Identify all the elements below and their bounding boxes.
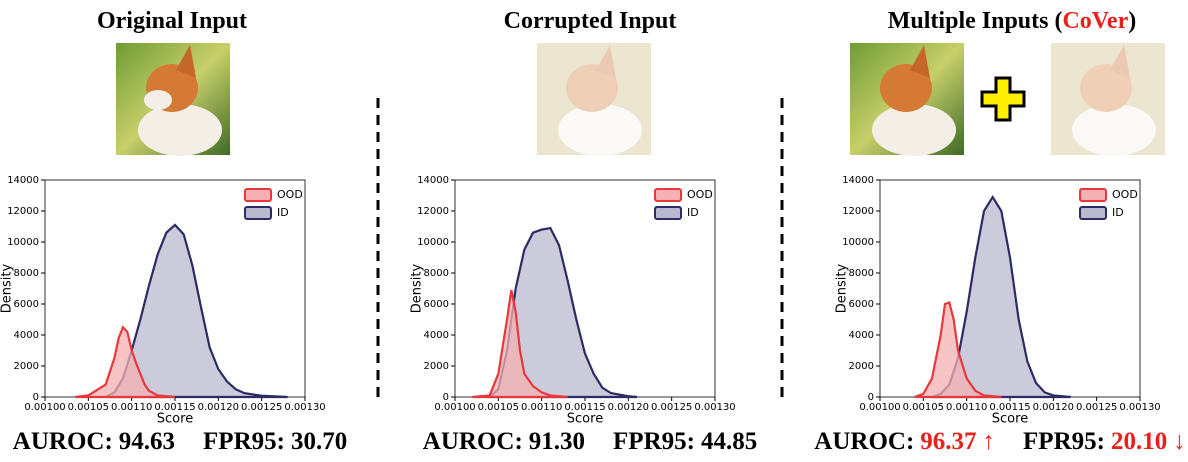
x-tick-label: 0.00100 (434, 402, 475, 413)
y-tick-label: 4000 (14, 330, 39, 341)
corrupted-image-small (1051, 43, 1165, 156)
density-area (486, 226, 638, 399)
x-tick-label: 0.00115 (989, 402, 1030, 413)
y-tick-label: 0 (443, 392, 449, 403)
metrics: AUROC: 91.30 FPR95: 44.85 (423, 428, 757, 455)
x-tick-label: 0.00130 (1119, 402, 1160, 413)
plus-icon (980, 76, 1026, 122)
x-tick-label: 0.00100 (859, 402, 900, 413)
metric-label: FPR95: (1023, 428, 1105, 455)
y-axis-label: Density (835, 263, 850, 313)
chart-title: Multiple Inputs (CoVer) (888, 8, 1136, 34)
metric-label: FPR95: (203, 428, 285, 455)
legend-swatch (654, 206, 682, 220)
y-tick-label: 4000 (424, 330, 449, 341)
y-tick-label: 14000 (7, 175, 39, 186)
x-tick-label: 0.00125 (651, 402, 692, 413)
metric-value: 96.37 (920, 428, 976, 455)
chart-title: Corrupted Input (504, 8, 677, 34)
y-tick-label: 14000 (842, 175, 874, 186)
y-tick-label: 4000 (849, 330, 874, 341)
title-text: Corrupted Input (504, 8, 677, 34)
y-tick-label: 8000 (424, 268, 449, 279)
title-text: Original Input (97, 8, 247, 34)
corrupted-image (537, 43, 651, 156)
y-tick-label: 6000 (424, 299, 449, 310)
metric-label: AUROC: (814, 428, 914, 455)
x-tick-label: 0.00105 (903, 402, 944, 413)
x-tick-label: 0.00105 (68, 402, 109, 413)
y-tick-label: 0 (868, 392, 874, 403)
y-tick-label: 2000 (849, 361, 874, 372)
x-axis-label: Score (992, 412, 1028, 427)
original-image (116, 43, 230, 156)
x-tick-label: 0.00110 (521, 402, 562, 413)
y-tick-label: 10000 (7, 237, 39, 248)
title-text: Multiple Inputs ( (888, 8, 1063, 34)
metric-arrow: ↓ (1173, 428, 1186, 455)
metric-label: AUROC: (13, 428, 113, 455)
y-tick-label: 14000 (417, 175, 449, 186)
x-tick-label: 0.00120 (608, 402, 649, 413)
x-tick-label: 0.00110 (111, 402, 152, 413)
x-tick-label: 0.00120 (198, 402, 239, 413)
x-axis-label: Score (157, 412, 193, 427)
metric-value: 30.70 (291, 428, 347, 455)
density-area (75, 325, 176, 399)
legend-label: OOD (277, 188, 303, 201)
metric-arrow: ↑ (983, 428, 996, 455)
x-tick-label: 0.00130 (284, 402, 325, 413)
y-tick-label: 8000 (849, 268, 874, 279)
x-tick-label: 0.00115 (154, 402, 195, 413)
chart-title: Original Input (97, 8, 247, 34)
y-tick-label: 10000 (842, 237, 874, 248)
y-tick-label: 12000 (842, 206, 874, 217)
metric-value: 44.85 (701, 428, 757, 455)
original-image-small (850, 43, 964, 156)
x-tick-label: 0.00120 (1033, 402, 1074, 413)
legend-label: ID (687, 206, 699, 219)
y-axis-label: Density (410, 263, 425, 313)
density-area (914, 301, 1002, 399)
x-tick-label: 0.00115 (564, 402, 605, 413)
metric-value: 20.10 (1111, 428, 1167, 455)
legend-swatch (1079, 206, 1107, 220)
title-end: ) (1128, 8, 1136, 34)
y-tick-label: 8000 (14, 268, 39, 279)
legend-swatch (244, 188, 272, 202)
legend-swatch (244, 206, 272, 220)
density-area (105, 223, 288, 399)
x-tick-label: 0.00125 (241, 402, 282, 413)
metrics: AUROC: 96.37 ↑ FPR95: 20.10 ↓ (814, 428, 1185, 455)
metric-value: 94.63 (119, 428, 175, 455)
y-tick-label: 12000 (417, 206, 449, 217)
metrics: AUROC: 94.63 FPR95: 30.70 (13, 428, 347, 455)
legend-label: OOD (687, 188, 713, 201)
x-tick-label: 0.00130 (694, 402, 735, 413)
legend-swatch (1079, 188, 1107, 202)
x-tick-label: 0.00100 (24, 402, 65, 413)
y-tick-label: 6000 (14, 299, 39, 310)
y-tick-label: 12000 (7, 206, 39, 217)
legend-label: OOD (1112, 188, 1138, 201)
x-axis-label: Score (567, 412, 603, 427)
y-tick-label: 10000 (417, 237, 449, 248)
metric-value: 91.30 (529, 428, 585, 455)
y-tick-label: 6000 (849, 299, 874, 310)
legend-label: ID (1112, 206, 1124, 219)
legend-label: ID (277, 206, 289, 219)
density-area (472, 289, 568, 399)
y-axis-label: Density (0, 263, 15, 313)
y-tick-label: 2000 (424, 361, 449, 372)
x-tick-label: 0.00125 (1076, 402, 1117, 413)
metric-label: FPR95: (613, 428, 695, 455)
title-highlight: CoVer (1062, 8, 1128, 34)
metric-label: AUROC: (423, 428, 523, 455)
y-tick-label: 2000 (14, 361, 39, 372)
y-tick-label: 0 (33, 392, 39, 403)
legend-swatch (654, 188, 682, 202)
x-tick-label: 0.00110 (946, 402, 987, 413)
x-tick-label: 0.00105 (478, 402, 519, 413)
